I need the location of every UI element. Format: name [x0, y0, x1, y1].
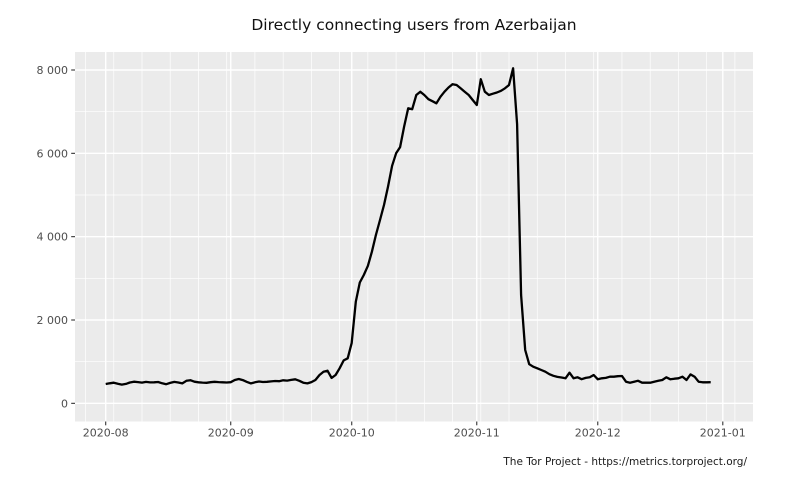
x-tick-label: 2021-01: [700, 427, 746, 440]
grid-major: [75, 52, 753, 422]
x-tick-label: 2020-08: [83, 427, 129, 440]
y-tick-label: 0: [61, 397, 68, 410]
y-axis-ticks: [71, 69, 75, 404]
y-axis-labels: 0 2 000 4 000 6 000 8 000: [37, 64, 69, 410]
x-tick-label: 2020-10: [329, 427, 375, 440]
y-tick-label: 8 000: [37, 64, 69, 77]
y-tick-label: 4 000: [37, 231, 69, 244]
y-tick-label: 6 000: [37, 147, 69, 160]
chart-title: Directly connecting users from Azerbaija…: [251, 16, 577, 34]
x-tick-label: 2020-12: [575, 427, 621, 440]
x-axis-labels: 2020-08 2020-09 2020-10 2020-11 2020-12 2021-…: [83, 427, 746, 440]
data-line: [105, 67, 711, 386]
x-tick-label: 2020-09: [208, 427, 254, 440]
x-axis-ticks: [105, 421, 724, 426]
x-tick-label: 2020-11: [454, 427, 500, 440]
y-tick-label: 2 000: [37, 314, 69, 327]
source-attribution: The Tor Project - https://metrics.torpro…: [503, 456, 747, 468]
